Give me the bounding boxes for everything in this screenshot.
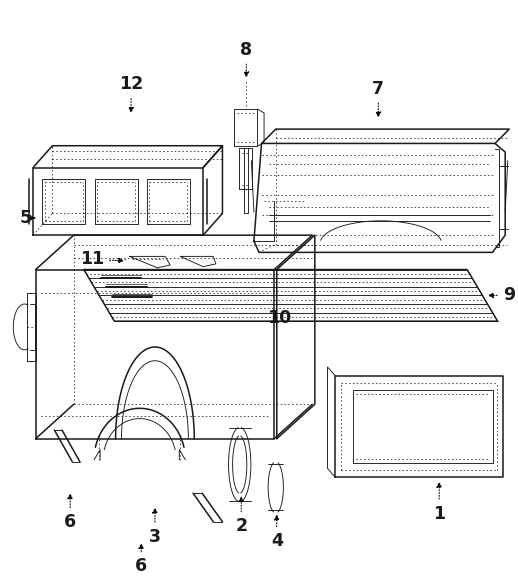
- Text: 12: 12: [119, 75, 143, 112]
- Text: 2: 2: [235, 497, 247, 535]
- Text: 1: 1: [433, 483, 445, 522]
- Text: 6: 6: [64, 494, 76, 531]
- Text: 5: 5: [19, 209, 35, 227]
- Text: 11: 11: [80, 250, 123, 269]
- Text: 10: 10: [267, 309, 292, 327]
- Text: 3: 3: [149, 508, 161, 546]
- Text: 4: 4: [271, 515, 283, 550]
- Text: 6: 6: [135, 544, 147, 576]
- Text: 9: 9: [489, 287, 515, 304]
- Text: 7: 7: [372, 80, 384, 116]
- Text: 8: 8: [240, 40, 252, 77]
